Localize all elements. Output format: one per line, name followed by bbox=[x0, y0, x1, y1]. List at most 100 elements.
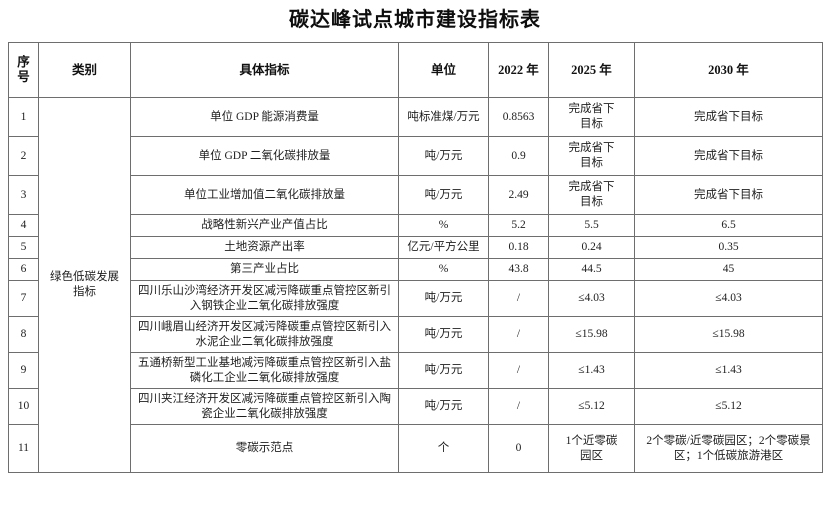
cell-indicator: 四川夹江经济开发区减污降碳重点管控区新引入陶瓷企业二氧化碳排放强度 bbox=[130, 388, 399, 425]
cell-value-2025: 完成省下 目标 bbox=[548, 136, 635, 176]
cell-unit: 吨/万元 bbox=[398, 280, 489, 317]
cell-value-2030: ≤4.03 bbox=[634, 280, 823, 317]
cell-sequence: 5 bbox=[8, 236, 39, 259]
table-row: 3 单位工业增加值二氧化碳排放量 吨/万元 2.49 完成省下 目标 完成省下目… bbox=[8, 175, 823, 215]
table-row: 7 四川乐山沙湾经济开发区减污降碳重点管控区新引入钢铁企业二氧化碳排放强度 吨/… bbox=[8, 280, 823, 317]
cell-indicator: 单位工业增加值二氧化碳排放量 bbox=[130, 175, 399, 215]
table-row: 10 四川夹江经济开发区减污降碳重点管控区新引入陶瓷企业二氧化碳排放强度 吨/万… bbox=[8, 388, 823, 425]
cell-value-2025-line2: 园区 bbox=[580, 449, 603, 462]
cell-unit: 吨标准煤/万元 bbox=[398, 97, 489, 137]
column-header-sequence-line2: 号 bbox=[17, 70, 30, 84]
table-header: 序 号 类别 具体指标 单位 2022 年 2025 年 2030 年 bbox=[8, 42, 823, 98]
cell-value-2025: 完成省下 目标 bbox=[548, 175, 635, 215]
cell-value-2030: 完成省下目标 bbox=[634, 97, 823, 137]
column-header-year-2022: 2022 年 bbox=[488, 42, 549, 98]
cell-value-2022: / bbox=[488, 388, 549, 425]
column-header-sequence-line1: 序 bbox=[17, 55, 30, 69]
cell-unit: 吨/万元 bbox=[398, 388, 489, 425]
cell-value-2025-line2: 目标 bbox=[580, 196, 603, 208]
page-title: 碳达峰试点城市建设指标表 bbox=[289, 9, 541, 31]
cell-value-2025: ≤4.03 bbox=[548, 280, 635, 317]
cell-value-2025: ≤15.98 bbox=[548, 316, 635, 353]
column-header-unit: 单位 bbox=[398, 42, 489, 98]
cell-value-2025-line1: 完成省下 bbox=[568, 181, 615, 193]
cell-value-2025-line2: 目标 bbox=[580, 118, 603, 130]
table-row: 4 战略性新兴产业产值占比 % 5.2 5.5 6.5 bbox=[8, 214, 823, 237]
cell-value-2025: ≤1.43 bbox=[548, 352, 635, 389]
table-row: 6 第三产业占比 % 43.8 44.5 45 bbox=[8, 258, 823, 281]
cell-value-2022: / bbox=[488, 280, 549, 317]
cell-value-2030: ≤15.98 bbox=[634, 316, 823, 353]
cell-sequence: 6 bbox=[8, 258, 39, 281]
column-header-sequence: 序 号 bbox=[8, 42, 39, 98]
cell-value-2022: / bbox=[488, 352, 549, 389]
table-row: 9 五通桥新型工业基地减污降碳重点管控区新引入盐磷化工企业二氧化碳排放强度 吨/… bbox=[8, 352, 823, 389]
indicator-table: 序 号 类别 具体指标 单位 2022 年 2025 年 2030 年 1 绿色… bbox=[8, 42, 823, 473]
cell-value-2025-line1: 完成省下 bbox=[568, 142, 615, 154]
table-body: 1 绿色低碳发展 指标 单位 GDP 能源消费量 吨标准煤/万元 0.8563 … bbox=[8, 97, 823, 473]
cell-category-group: 绿色低碳发展 指标 bbox=[38, 97, 131, 473]
cell-indicator: 零碳示范点 bbox=[130, 424, 399, 473]
table-row: 5 土地资源产出率 亿元/平方公里 0.18 0.24 0.35 bbox=[8, 236, 823, 259]
indicator-table-container: 序 号 类别 具体指标 单位 2022 年 2025 年 2030 年 1 绿色… bbox=[8, 42, 823, 473]
cell-value-2022: / bbox=[488, 316, 549, 353]
cell-unit: 吨/万元 bbox=[398, 316, 489, 353]
cell-unit: 亿元/平方公里 bbox=[398, 236, 489, 259]
cell-value-2022: 0.9 bbox=[488, 136, 549, 176]
cell-value-2030: ≤1.43 bbox=[634, 352, 823, 389]
cell-value-2025: 0.24 bbox=[548, 236, 635, 259]
cell-value-2025: ≤5.12 bbox=[548, 388, 635, 425]
column-header-category: 类别 bbox=[38, 42, 131, 98]
cell-unit: 吨/万元 bbox=[398, 136, 489, 176]
table-row: 1 绿色低碳发展 指标 单位 GDP 能源消费量 吨标准煤/万元 0.8563 … bbox=[8, 97, 823, 473]
category-label-line1: 绿色低碳发展 bbox=[50, 271, 119, 283]
cell-value-2025-line1: 完成省下 bbox=[568, 103, 615, 115]
cell-indicator: 第三产业占比 bbox=[130, 258, 399, 281]
cell-indicator: 战略性新兴产业产值占比 bbox=[130, 214, 399, 237]
cell-value-2022: 0.18 bbox=[488, 236, 549, 259]
cell-value-2025-line1: 1个近零碳 bbox=[565, 434, 618, 447]
category-label-line2: 指标 bbox=[73, 286, 96, 298]
cell-value-2022: 0 bbox=[488, 424, 549, 473]
cell-sequence: 4 bbox=[8, 214, 39, 237]
cell-value-2025: 5.5 bbox=[548, 214, 635, 237]
cell-sequence: 1 bbox=[8, 97, 39, 137]
cell-unit: % bbox=[398, 214, 489, 237]
cell-value-2030: 0.35 bbox=[634, 236, 823, 259]
column-header-year-2025: 2025 年 bbox=[548, 42, 635, 98]
cell-value-2025-line2: 目标 bbox=[580, 157, 603, 169]
cell-value-2025: 完成省下 目标 bbox=[548, 97, 635, 137]
cell-sequence: 7 bbox=[8, 280, 39, 317]
cell-indicator: 土地资源产出率 bbox=[130, 236, 399, 259]
cell-value-2030: 45 bbox=[634, 258, 823, 281]
column-header-year-2030: 2030 年 bbox=[634, 42, 823, 98]
cell-indicator: 单位 GDP 能源消费量 bbox=[130, 97, 399, 137]
cell-unit: 吨/万元 bbox=[398, 352, 489, 389]
cell-value-2030: 2个零碳/近零碳园区；2个零碳景区；1个低碳旅游港区 bbox=[634, 424, 823, 473]
cell-value-2030: 完成省下目标 bbox=[634, 136, 823, 176]
cell-value-2030: 6.5 bbox=[634, 214, 823, 237]
cell-value-2022: 43.8 bbox=[488, 258, 549, 281]
cell-unit: 个 bbox=[398, 424, 489, 473]
cell-indicator: 四川乐山沙湾经济开发区减污降碳重点管控区新引入钢铁企业二氧化碳排放强度 bbox=[130, 280, 399, 317]
cell-value-2025: 44.5 bbox=[548, 258, 635, 281]
cell-indicator: 五通桥新型工业基地减污降碳重点管控区新引入盐磷化工企业二氧化碳排放强度 bbox=[130, 352, 399, 389]
cell-sequence: 8 bbox=[8, 316, 39, 353]
cell-unit: % bbox=[398, 258, 489, 281]
cell-sequence: 10 bbox=[8, 388, 39, 425]
cell-indicator: 四川峨眉山经济开发区减污降碳重点管控区新引入水泥企业二氧化碳排放强度 bbox=[130, 316, 399, 353]
cell-value-2030: 完成省下目标 bbox=[634, 175, 823, 215]
cell-sequence: 9 bbox=[8, 352, 39, 389]
table-row: 11 零碳示范点 个 0 1个近零碳 园区 2个零碳/近零碳园区；2个零碳景区；… bbox=[8, 424, 823, 473]
cell-sequence: 11 bbox=[8, 424, 39, 473]
table-header-row: 序 号 类别 具体指标 单位 2022 年 2025 年 2030 年 bbox=[8, 42, 823, 98]
cell-unit: 吨/万元 bbox=[398, 175, 489, 215]
cell-value-2030: ≤5.12 bbox=[634, 388, 823, 425]
cell-value-2022: 5.2 bbox=[488, 214, 549, 237]
cell-value-2025: 1个近零碳 园区 bbox=[548, 424, 635, 473]
cell-value-2022: 2.49 bbox=[488, 175, 549, 215]
table-row: 8 四川峨眉山经济开发区减污降碳重点管控区新引入水泥企业二氧化碳排放强度 吨/万… bbox=[8, 316, 823, 353]
cell-sequence: 2 bbox=[8, 136, 39, 176]
cell-indicator: 单位 GDP 二氧化碳排放量 bbox=[130, 136, 399, 176]
